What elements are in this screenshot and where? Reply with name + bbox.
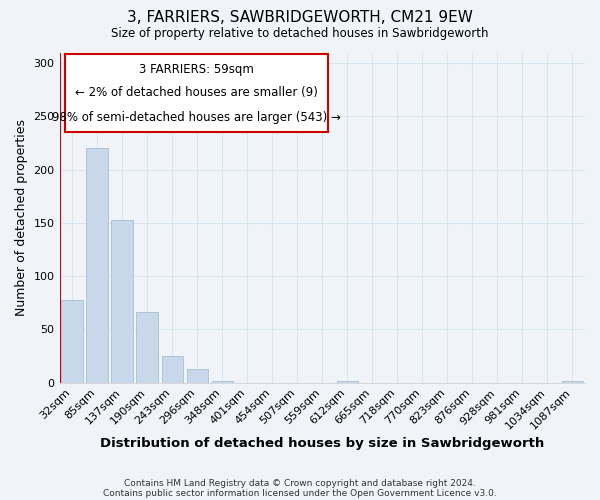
Bar xyxy=(136,312,158,382)
Bar xyxy=(61,300,83,382)
Bar xyxy=(212,380,233,382)
Text: 98% of semi-detached houses are larger (543) →: 98% of semi-detached houses are larger (… xyxy=(52,112,341,124)
Bar xyxy=(112,220,133,382)
Bar xyxy=(161,356,183,382)
Text: Contains HM Land Registry data © Crown copyright and database right 2024.: Contains HM Land Registry data © Crown c… xyxy=(124,478,476,488)
Text: Size of property relative to detached houses in Sawbridgeworth: Size of property relative to detached ho… xyxy=(111,28,489,40)
Bar xyxy=(562,380,583,382)
Text: Contains public sector information licensed under the Open Government Licence v3: Contains public sector information licen… xyxy=(103,488,497,498)
FancyBboxPatch shape xyxy=(65,54,328,132)
Text: 3 FARRIERS: 59sqm: 3 FARRIERS: 59sqm xyxy=(139,63,254,76)
Text: ← 2% of detached houses are smaller (9): ← 2% of detached houses are smaller (9) xyxy=(75,86,317,100)
X-axis label: Distribution of detached houses by size in Sawbridgeworth: Distribution of detached houses by size … xyxy=(100,437,544,450)
Bar xyxy=(86,148,108,382)
Bar xyxy=(187,369,208,382)
Y-axis label: Number of detached properties: Number of detached properties xyxy=(15,119,28,316)
Text: 3, FARRIERS, SAWBRIDGEWORTH, CM21 9EW: 3, FARRIERS, SAWBRIDGEWORTH, CM21 9EW xyxy=(127,10,473,25)
Bar xyxy=(337,380,358,382)
